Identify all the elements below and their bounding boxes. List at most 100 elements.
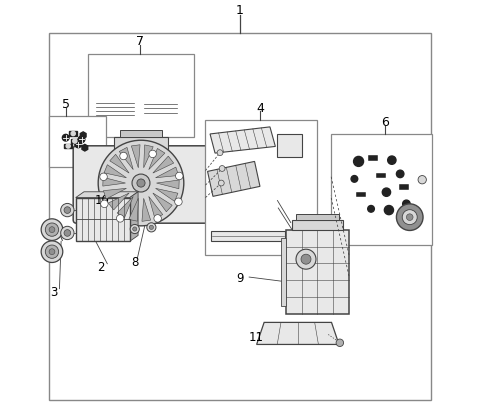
- Circle shape: [175, 198, 182, 206]
- Circle shape: [149, 150, 156, 158]
- Circle shape: [218, 180, 224, 186]
- Circle shape: [137, 179, 145, 187]
- Circle shape: [396, 170, 404, 178]
- Bar: [48, 116, 106, 167]
- Polygon shape: [103, 177, 125, 186]
- Polygon shape: [156, 167, 179, 178]
- Polygon shape: [144, 145, 153, 168]
- Circle shape: [78, 136, 85, 143]
- Polygon shape: [144, 93, 183, 99]
- Circle shape: [98, 140, 184, 226]
- Circle shape: [301, 254, 311, 264]
- Polygon shape: [104, 165, 126, 178]
- Polygon shape: [110, 154, 129, 173]
- Circle shape: [147, 223, 156, 232]
- Bar: [292, 220, 343, 230]
- Text: 10: 10: [95, 194, 109, 207]
- Polygon shape: [117, 196, 133, 218]
- Circle shape: [217, 150, 223, 156]
- Circle shape: [296, 249, 316, 269]
- Bar: [368, 155, 378, 161]
- Circle shape: [49, 227, 55, 233]
- Bar: [88, 54, 194, 137]
- Polygon shape: [210, 127, 276, 153]
- Circle shape: [101, 200, 108, 208]
- Bar: [64, 144, 72, 148]
- Circle shape: [100, 173, 108, 181]
- Bar: [211, 231, 285, 241]
- Circle shape: [382, 188, 391, 196]
- Circle shape: [407, 214, 413, 220]
- Circle shape: [418, 176, 426, 184]
- Bar: [76, 198, 130, 241]
- Polygon shape: [134, 91, 142, 120]
- Circle shape: [130, 225, 139, 234]
- Polygon shape: [96, 112, 142, 120]
- Polygon shape: [149, 149, 165, 170]
- Circle shape: [41, 241, 63, 262]
- Bar: [376, 173, 386, 178]
- Polygon shape: [103, 188, 126, 199]
- Text: 11: 11: [248, 331, 264, 344]
- Text: 8: 8: [132, 256, 139, 270]
- Circle shape: [354, 156, 363, 166]
- Circle shape: [120, 152, 127, 160]
- Bar: [49, 33, 431, 400]
- Polygon shape: [108, 193, 129, 210]
- Text: 4: 4: [256, 102, 264, 115]
- Bar: [71, 139, 79, 143]
- Circle shape: [75, 141, 82, 148]
- Circle shape: [388, 156, 396, 164]
- Polygon shape: [153, 193, 172, 212]
- Polygon shape: [177, 93, 183, 117]
- Circle shape: [62, 134, 69, 141]
- Circle shape: [219, 166, 225, 171]
- FancyBboxPatch shape: [73, 146, 209, 223]
- Text: 2: 2: [97, 260, 104, 274]
- Circle shape: [49, 249, 55, 255]
- Circle shape: [176, 172, 183, 180]
- Bar: [114, 137, 168, 150]
- Bar: [357, 192, 366, 197]
- Bar: [70, 131, 77, 136]
- Circle shape: [403, 200, 410, 208]
- Polygon shape: [96, 91, 142, 98]
- Bar: [144, 99, 177, 117]
- Polygon shape: [153, 156, 174, 173]
- Circle shape: [149, 225, 154, 230]
- Bar: [276, 134, 302, 157]
- Bar: [286, 230, 349, 314]
- Polygon shape: [144, 111, 183, 117]
- Circle shape: [402, 210, 417, 225]
- Circle shape: [154, 215, 161, 222]
- Polygon shape: [156, 180, 179, 189]
- Polygon shape: [207, 161, 260, 196]
- Bar: [120, 130, 162, 137]
- Circle shape: [384, 206, 394, 215]
- Circle shape: [60, 203, 74, 217]
- Circle shape: [336, 339, 344, 347]
- Circle shape: [66, 144, 70, 148]
- Text: 6: 6: [381, 116, 389, 129]
- Circle shape: [368, 206, 374, 212]
- Bar: [204, 120, 317, 255]
- Bar: [399, 184, 409, 190]
- Polygon shape: [142, 198, 151, 221]
- Text: 5: 5: [62, 98, 70, 111]
- Polygon shape: [119, 147, 133, 170]
- Circle shape: [64, 207, 71, 213]
- Circle shape: [71, 131, 75, 136]
- Bar: [296, 214, 338, 220]
- Polygon shape: [156, 188, 178, 201]
- Circle shape: [45, 245, 59, 258]
- Text: 3: 3: [50, 286, 57, 300]
- Text: 7: 7: [136, 35, 144, 48]
- Bar: [331, 134, 432, 245]
- Text: 9: 9: [236, 272, 244, 285]
- Polygon shape: [257, 322, 339, 344]
- Bar: [281, 238, 286, 306]
- Circle shape: [396, 204, 423, 230]
- Text: 1: 1: [236, 4, 244, 17]
- Circle shape: [64, 230, 71, 236]
- Polygon shape: [129, 198, 138, 221]
